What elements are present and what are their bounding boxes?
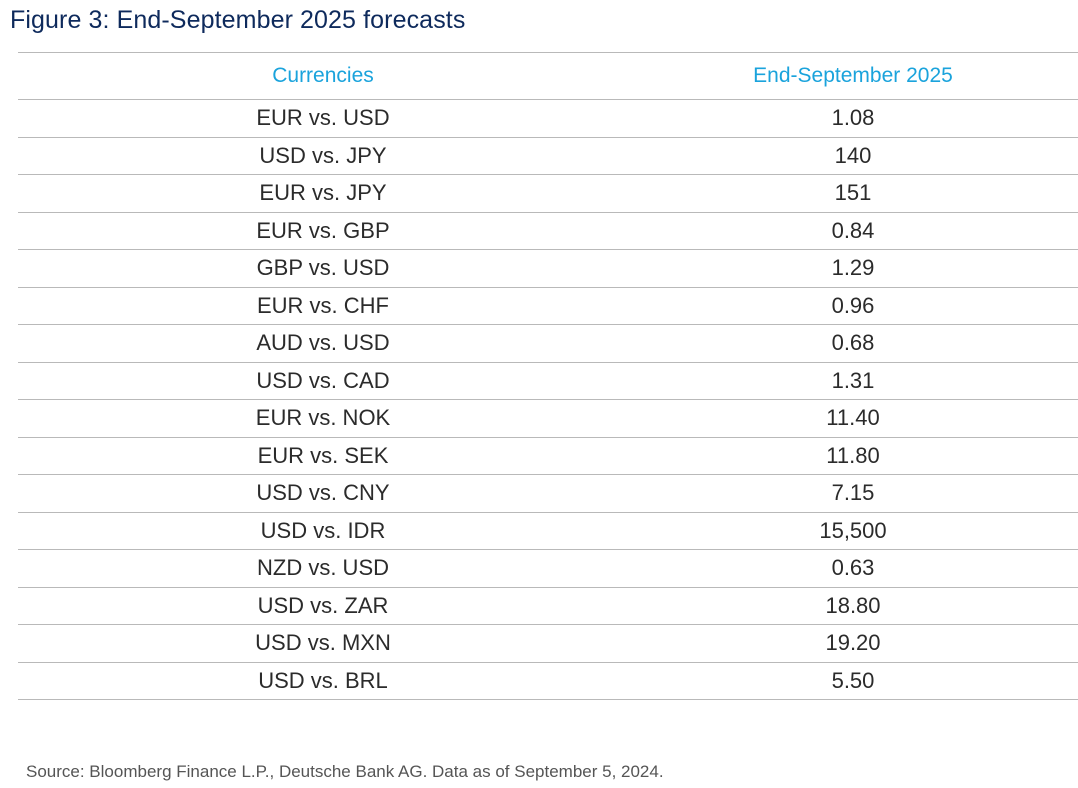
currency-pair-cell: EUR vs. NOK (255, 405, 391, 431)
forecast-value-cell: 1.08 (831, 105, 875, 131)
table-row: USD vs. CAD 1.31 (18, 363, 1078, 400)
table-row: USD vs. IDR 15,500 (18, 513, 1078, 550)
forecast-value-cell: 18.80 (825, 592, 881, 618)
table-row: USD vs. CNY 7.15 (18, 475, 1078, 513)
forecast-table: Currencies End-September 2025 EUR vs. US… (18, 52, 1078, 700)
table-row: USD vs. MXN 19.20 (18, 625, 1078, 663)
table-header-row: Currencies End-September 2025 (18, 53, 1078, 100)
table-row: NZD vs. USD 0.63 (18, 550, 1078, 588)
forecast-value-cell: 1.31 (831, 367, 875, 393)
forecast-value-cell: 1.29 (831, 255, 875, 281)
table-row: USD vs. ZAR 18.80 (18, 588, 1078, 625)
table-row: AUD vs. USD 0.68 (18, 325, 1078, 363)
currency-pair-cell: USD vs. MXN (255, 630, 391, 656)
forecast-value-cell: 0.84 (831, 217, 875, 243)
currency-pair-cell: USD vs. ZAR (257, 592, 389, 618)
forecast-value-cell: 15,500 (819, 517, 887, 543)
currency-pair-cell: EUR vs. JPY (259, 180, 387, 206)
table-row: EUR vs. USD 1.08 (18, 100, 1078, 138)
currency-pair-cell: EUR vs. CHF (257, 292, 389, 318)
source-note: Source: Bloomberg Finance L.P., Deutsche… (26, 762, 664, 781)
header-currencies: Currencies (272, 64, 374, 87)
currency-pair-cell: NZD vs. USD (257, 555, 389, 581)
currency-pair-cell: EUR vs. SEK (257, 442, 389, 468)
table-row: EUR vs. GBP 0.84 (18, 213, 1078, 250)
forecast-value-cell: 7.15 (831, 480, 875, 506)
table-row: USD vs. JPY 140 (18, 138, 1078, 175)
forecast-value-cell: 140 (834, 142, 872, 168)
table-row: EUR vs. NOK 11.40 (18, 400, 1078, 438)
currency-pair-cell: EUR vs. USD (256, 105, 390, 131)
currency-pair-cell: USD vs. BRL (258, 667, 388, 693)
header-end-september-2025: End-September 2025 (753, 64, 953, 87)
forecast-value-cell: 0.96 (831, 292, 875, 318)
table-row: USD vs. BRL 5.50 (18, 663, 1078, 700)
forecast-value-cell: 151 (834, 180, 872, 206)
forecast-value-cell: 11.80 (826, 442, 880, 468)
currency-pair-cell: GBP vs. USD (256, 255, 390, 281)
table-row: EUR vs. CHF 0.96 (18, 288, 1078, 325)
currency-pair-cell: USD vs. IDR (260, 517, 386, 543)
table-row: EUR vs. JPY 151 (18, 175, 1078, 213)
currency-pair-cell: USD vs. JPY (259, 142, 387, 168)
forecast-value-cell: 5.50 (831, 667, 875, 693)
table-row: GBP vs. USD 1.29 (18, 250, 1078, 288)
figure-title: Figure 3: End-September 2025 forecasts (10, 6, 466, 34)
forecast-value-cell: 19.20 (825, 630, 881, 656)
currency-pair-cell: AUD vs. USD (256, 330, 390, 356)
forecast-value-cell: 11.40 (826, 405, 880, 431)
table-row: EUR vs. SEK 11.80 (18, 438, 1078, 475)
forecast-value-cell: 0.63 (831, 555, 875, 581)
table-body: EUR vs. USD 1.08 USD vs. JPY 140 EUR vs. JPY… (18, 100, 1078, 700)
forecast-value-cell: 0.68 (831, 330, 875, 356)
currency-pair-cell: USD vs. CNY (256, 480, 390, 506)
currency-pair-cell: USD vs. CAD (256, 367, 390, 393)
currency-pair-cell: EUR vs. GBP (256, 217, 390, 243)
